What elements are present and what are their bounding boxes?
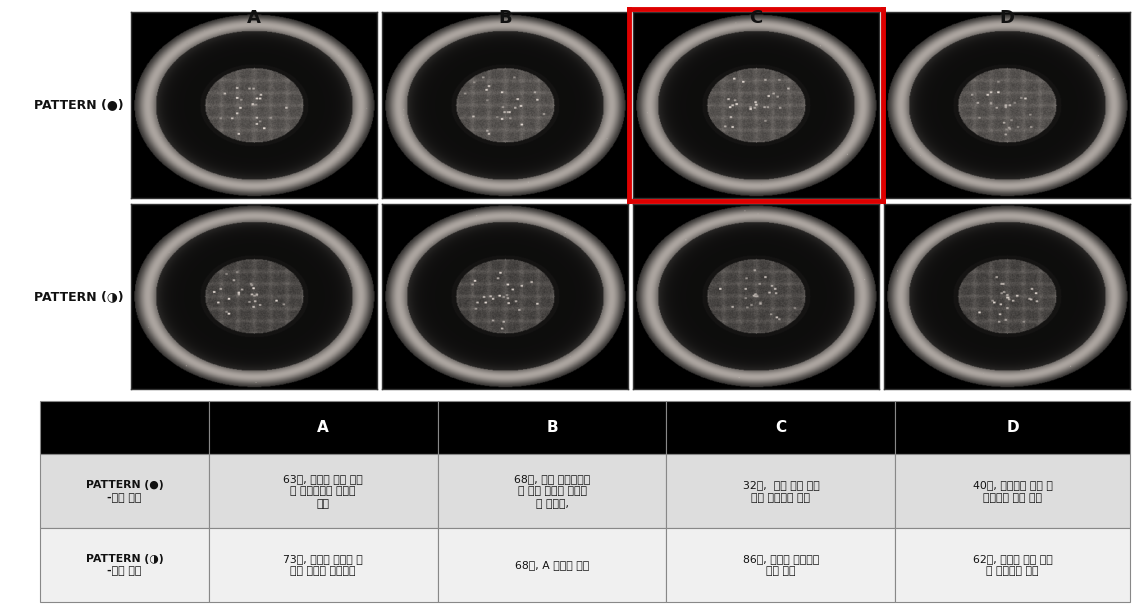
Bar bbox=[666, 454, 896, 528]
Bar bbox=[40, 528, 209, 602]
Text: 68초, A 형태와 동일: 68초, A 형태와 동일 bbox=[515, 560, 589, 570]
Text: B: B bbox=[547, 420, 558, 435]
Bar bbox=[438, 454, 666, 528]
Text: PATTERN (●): PATTERN (●) bbox=[33, 98, 123, 111]
Text: A: A bbox=[246, 9, 261, 27]
Text: D: D bbox=[1000, 9, 1014, 27]
Bar bbox=[209, 528, 438, 602]
Bar bbox=[40, 454, 209, 528]
Text: D: D bbox=[1006, 420, 1019, 435]
Bar bbox=[666, 401, 896, 454]
Text: A: A bbox=[317, 420, 329, 435]
Bar bbox=[40, 401, 209, 454]
Text: 73초, 패턴이 형성된 쪽
으로 심하게 오그라들: 73초, 패턴이 형성된 쪽 으로 심하게 오그라들 bbox=[283, 554, 363, 576]
Bar bbox=[666, 528, 896, 602]
Text: 32초,  거의 말림 현상
없이 반듯하게 폘짔: 32초, 거의 말림 현상 없이 반듯하게 폘짔 bbox=[743, 480, 819, 503]
Bar bbox=[209, 401, 438, 454]
Text: 63초, 조기에 말림 현상
이 나타나지만 제천히
폘짔: 63초, 조기에 말림 현상 이 나타나지만 제천히 폘짔 bbox=[283, 474, 363, 509]
Text: PATTERN (●)
-양면 패턴: PATTERN (●) -양면 패턴 bbox=[86, 480, 163, 503]
Bar bbox=[896, 401, 1130, 454]
Bar bbox=[896, 454, 1130, 528]
Text: C: C bbox=[750, 9, 762, 27]
Bar bbox=[438, 401, 666, 454]
Text: 62초, 약간의 수쳐 현상
을 보이다가 폘짔: 62초, 약간의 수쳐 현상 을 보이다가 폘짔 bbox=[972, 554, 1052, 576]
Text: PATTERN (◑)
-단면 패턴: PATTERN (◑) -단면 패턴 bbox=[86, 554, 163, 576]
Text: 40초, 중앙으로 살짝 오
르라들다 이내 폘짔: 40초, 중앙으로 살짝 오 르라들다 이내 폘짔 bbox=[972, 480, 1052, 503]
Text: 86초, 심하게 수쳐되는
현상 보임: 86초, 심하게 수쳐되는 현상 보임 bbox=[743, 554, 819, 576]
Text: C: C bbox=[776, 420, 786, 435]
Bar bbox=[438, 528, 666, 602]
Text: B: B bbox=[499, 9, 511, 27]
Text: 68초, 가장 자리부분에
서 말림 현상이 나타나
다 사라짐,: 68초, 가장 자리부분에 서 말림 현상이 나타나 다 사라짐, bbox=[513, 474, 590, 509]
Bar bbox=[209, 454, 438, 528]
Bar bbox=[896, 528, 1130, 602]
Text: PATTERN (◑): PATTERN (◑) bbox=[33, 290, 123, 303]
